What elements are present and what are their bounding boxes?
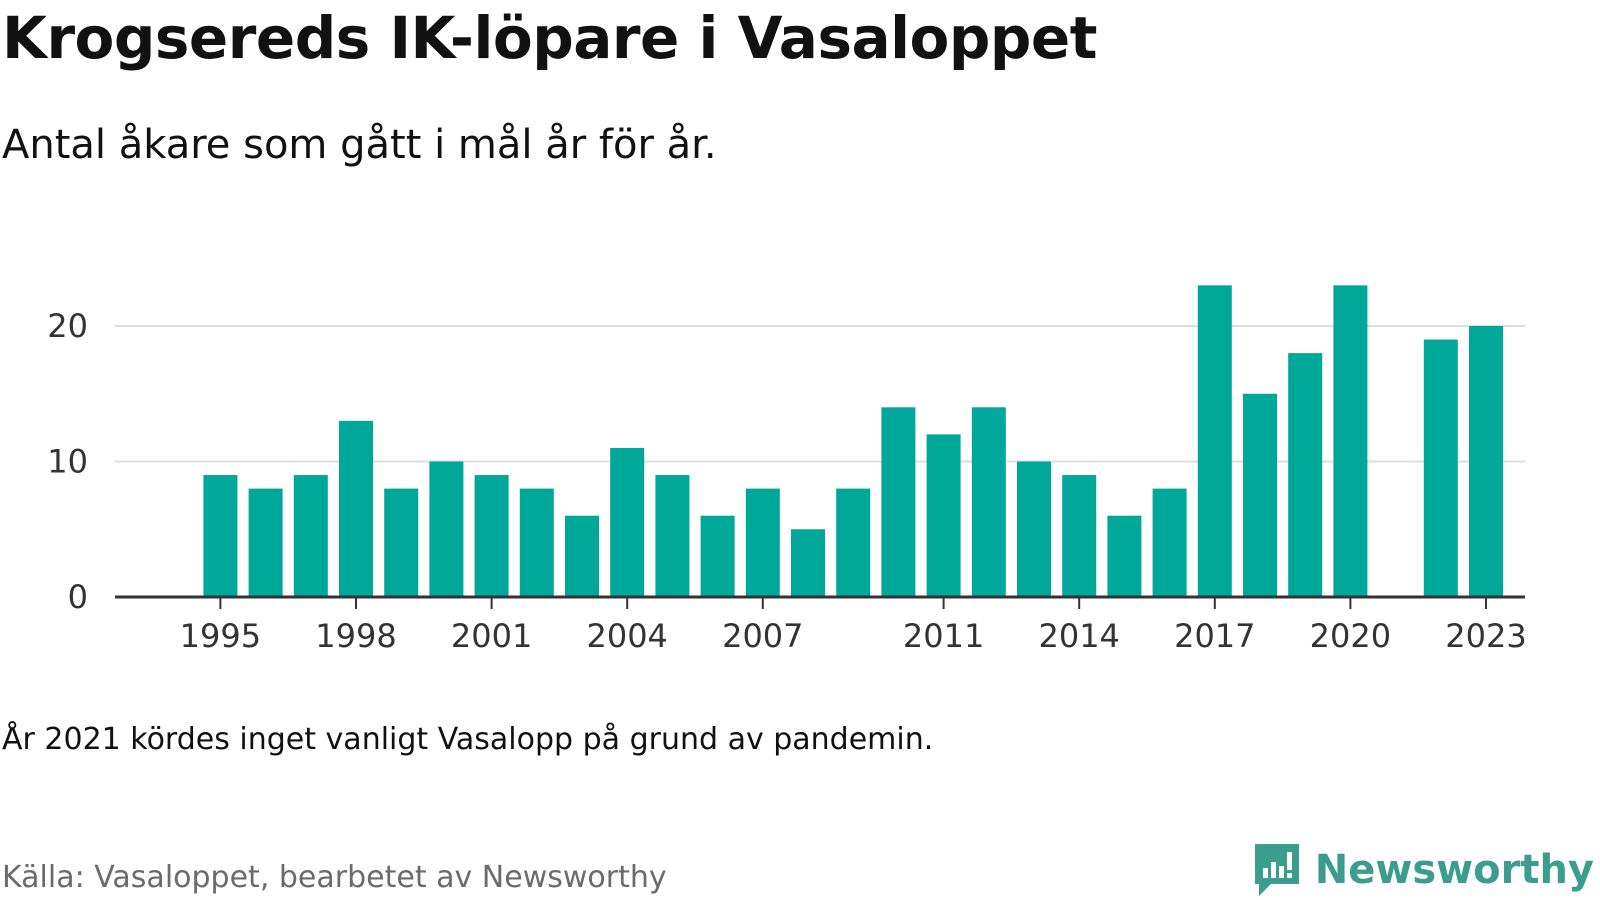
x-tick-label: 2017 <box>1174 617 1255 655</box>
x-tick-label: 2020 <box>1310 617 1391 655</box>
bar <box>1062 475 1097 597</box>
bar <box>429 461 464 597</box>
bar <box>1423 339 1458 597</box>
source-credit: Källa: Vasaloppet, bearbetet av Newswort… <box>2 860 667 895</box>
bar <box>519 488 554 597</box>
bar <box>1017 461 1051 597</box>
y-tick-label: 10 <box>47 443 88 481</box>
bar <box>1152 488 1187 597</box>
bar <box>293 475 328 597</box>
x-tick-label: 2023 <box>1445 617 1526 655</box>
bar <box>1469 326 1503 597</box>
bar <box>474 475 509 597</box>
chart-note: År 2021 kördes inget vanligt Vasalopp på… <box>2 722 934 757</box>
brand-name: Newsworthy <box>1314 847 1594 893</box>
x-tick-label: 2001 <box>451 617 532 655</box>
bar <box>384 488 419 597</box>
bar <box>836 488 871 597</box>
y-tick-label: 0 <box>68 578 88 616</box>
bar <box>1197 285 1232 597</box>
bar <box>745 488 780 597</box>
x-tick-label: 2014 <box>1038 617 1119 655</box>
chart-subtitle: Antal åkare som gått i mål år för år. <box>2 122 717 168</box>
bar <box>926 434 961 597</box>
x-tick-label: 1998 <box>315 617 396 655</box>
bar <box>655 475 690 597</box>
x-tick-label: 1995 <box>180 617 261 655</box>
bar <box>1288 353 1323 597</box>
bar <box>700 515 735 597</box>
brand-logo: Newsworthy <box>1251 842 1594 898</box>
bar <box>971 407 1006 597</box>
x-tick-label: 2011 <box>903 617 984 655</box>
newsworthy-logo-icon <box>1254 844 1299 896</box>
y-tick-label: 20 <box>47 307 88 345</box>
chart-title: Krogsereds IK-löpare i Vasaloppet <box>2 4 1097 72</box>
bar <box>881 407 916 597</box>
bar <box>1107 515 1142 597</box>
bar <box>1333 285 1368 597</box>
x-tick-label: 2004 <box>586 617 667 655</box>
bar <box>1243 393 1277 597</box>
bar <box>248 488 283 597</box>
bar <box>565 515 599 597</box>
bar-chart: 0 10 20 1995 1998 2001 2004 2007 2011 2014 2017 202… <box>47 285 1527 655</box>
bar <box>610 447 645 597</box>
bar <box>339 420 373 597</box>
bar <box>203 475 238 597</box>
x-tick-label: 2007 <box>722 617 803 655</box>
bar <box>791 529 825 597</box>
